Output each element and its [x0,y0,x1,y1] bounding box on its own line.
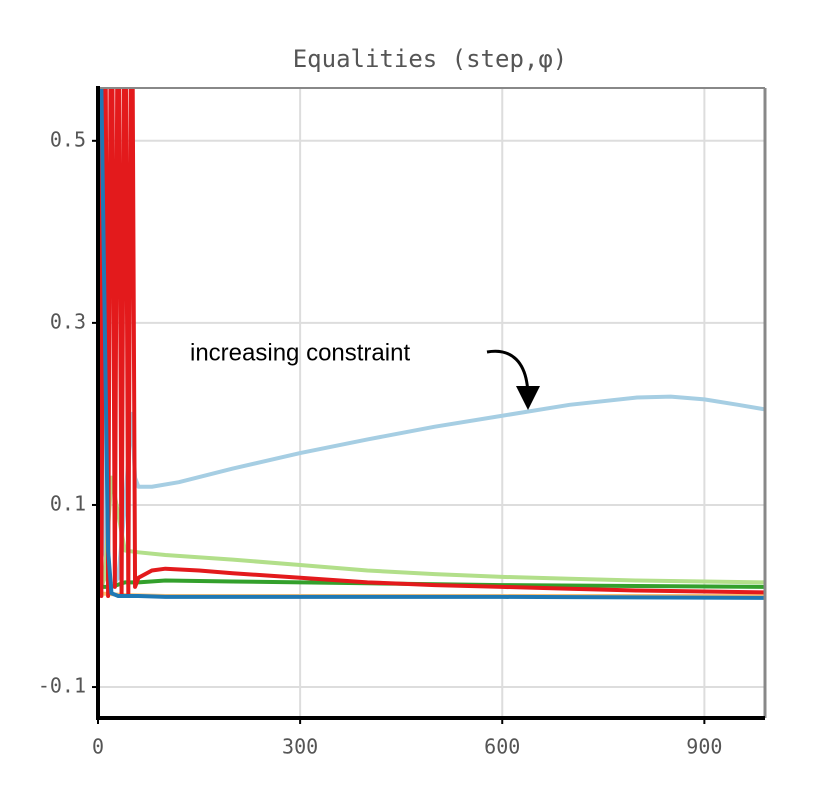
x-tick-label: 0 [92,735,104,759]
series-line [98,88,765,600]
y-tick-label: 0.3 [50,309,86,333]
annotation: increasing constraint [190,339,410,366]
chart-title: Equalities (step,φ) [293,45,568,73]
x-tick-label: 900 [686,735,722,759]
series-line [98,475,765,597]
series-line [98,88,765,589]
x-tick-label: 600 [484,735,520,759]
y-tick-label: 0.1 [50,491,86,515]
y-tick-label: -0.1 [38,674,86,698]
y-tick-label: 0.5 [50,127,86,151]
series-line [98,88,765,599]
x-tick-label: 300 [282,735,318,759]
series-line [98,578,765,589]
annotation-arrow [486,349,540,410]
